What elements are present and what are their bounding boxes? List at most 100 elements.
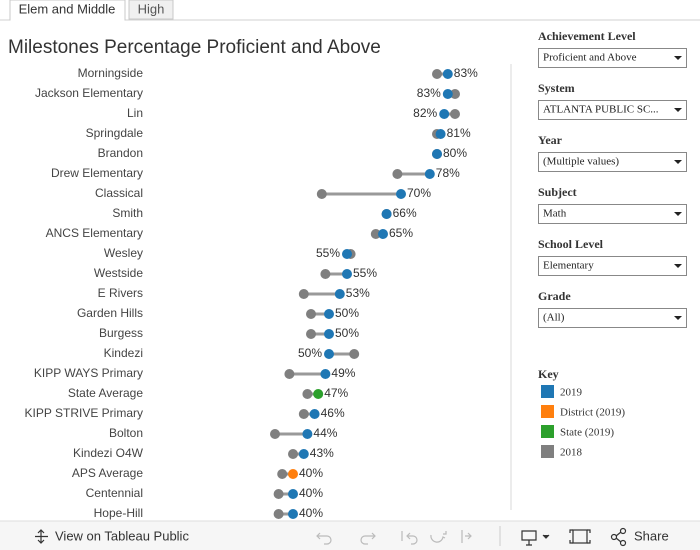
dot: [439, 109, 450, 119]
row-label: Garden Hills: [77, 306, 143, 320]
dot-2018: [450, 89, 460, 99]
filters: Achievement Level Proficient and Above Sys…: [538, 29, 687, 459]
dot-2018: [432, 69, 442, 79]
dropdown[interactable]: [538, 204, 687, 224]
value-label: 82%: [413, 106, 437, 120]
legend-title: Key: [538, 367, 559, 381]
dot-2018: [349, 349, 360, 359]
row-label: State Average: [68, 386, 143, 400]
legend-swatch: [541, 445, 554, 458]
dot-2018: [450, 109, 460, 119]
row-label: Classical: [95, 186, 143, 200]
dot-2018: [273, 489, 284, 499]
toolbar-icons: [35, 527, 627, 547]
legend-swatch: [541, 405, 554, 418]
dropdown-arrow[interactable]: [674, 264, 682, 268]
row-label: Kindezi O4W: [73, 446, 144, 460]
value-label: 80%: [443, 146, 467, 160]
value-label: 83%: [454, 66, 478, 80]
dot: [324, 329, 334, 339]
row-label: Wesley: [104, 246, 143, 260]
dropdown-arrow[interactable]: [674, 108, 682, 112]
dropdown-value[interactable]: (Multiple values): [543, 156, 619, 168]
value-label: 43%: [310, 446, 334, 460]
share-button[interactable]: Share: [634, 528, 669, 543]
filter-label: School Level: [538, 237, 604, 251]
row-label: Centennial: [86, 486, 143, 500]
legend-label: District (2019): [560, 407, 625, 419]
row-label: ANCS Elementary: [46, 226, 143, 240]
dot-2018: [284, 369, 295, 379]
dot: [342, 269, 352, 279]
dot: [288, 469, 298, 479]
dropdown[interactable]: [538, 100, 687, 120]
value-label: 47%: [324, 386, 348, 400]
dropdown[interactable]: [538, 256, 687, 276]
value-label: 44%: [313, 426, 337, 440]
filter-label: Year: [538, 133, 563, 147]
row-label: Brandon: [98, 146, 143, 160]
dot: [320, 369, 331, 379]
row-label: E Rivers: [98, 286, 143, 300]
dot-2018: [320, 269, 331, 279]
dropdown-value[interactable]: Elementary: [543, 260, 594, 272]
value-label: 81%: [447, 126, 471, 140]
value-label: 55%: [353, 266, 377, 280]
dot: [442, 69, 453, 79]
dropdown[interactable]: [538, 152, 687, 172]
row-label: KIPP WAYS Primary: [34, 366, 143, 380]
row-label: Burgess: [99, 326, 143, 340]
row-label: Springdale: [86, 126, 144, 140]
dot: [324, 349, 334, 359]
dot: [396, 189, 406, 199]
row-label: Drew Elementary: [51, 166, 143, 180]
value-label: 49%: [331, 366, 355, 380]
dropdown[interactable]: [538, 308, 687, 328]
value-label: 46%: [321, 406, 345, 420]
tab-label[interactable]: Elem and Middle: [19, 1, 116, 16]
dropdown-value[interactable]: Math: [543, 208, 567, 220]
dot: [334, 289, 345, 299]
dropdown-value[interactable]: ATLANTA PUBLIC SC...: [543, 104, 659, 116]
row-label: APS Average: [72, 466, 143, 480]
toolbar-link[interactable]: View on Tableau Public: [55, 528, 189, 543]
dot-2018: [277, 469, 288, 479]
dot: [381, 209, 392, 219]
legend-swatch: [541, 425, 554, 438]
row-label: Jackson Elementary: [35, 86, 143, 100]
filter-label: System: [538, 81, 575, 95]
value-label: 65%: [389, 226, 413, 240]
dropdown-arrow[interactable]: [674, 56, 682, 60]
legend-swatch: [541, 385, 554, 398]
row-label: Hope-Hill: [94, 506, 143, 520]
dot-2018: [298, 289, 309, 299]
legend-label: 2019: [560, 387, 583, 399]
dot: [302, 429, 313, 439]
dropdown-value[interactable]: (All): [543, 312, 565, 324]
value-label: 50%: [298, 346, 322, 360]
dot-2018: [392, 169, 403, 179]
dot: [288, 489, 298, 499]
dropdown-arrow[interactable]: [674, 160, 682, 164]
filter-label: Grade: [538, 289, 571, 303]
dropdown[interactable]: [538, 48, 687, 68]
dropdown-value[interactable]: Proficient and Above: [543, 52, 637, 64]
value-label: 40%: [299, 486, 323, 500]
tab-label[interactable]: High: [138, 1, 165, 16]
dropdown-arrow[interactable]: [674, 212, 682, 216]
value-label: 66%: [393, 206, 417, 220]
dot: [435, 129, 446, 139]
dot-2018: [302, 389, 313, 399]
value-label: 55%: [316, 246, 340, 260]
value-label: 53%: [346, 286, 370, 300]
dot-2018: [270, 429, 280, 439]
dropdown-arrow[interactable]: [674, 316, 682, 320]
dot-2018: [288, 449, 298, 459]
dot-2018: [306, 329, 316, 339]
dot: [313, 389, 324, 399]
tab[interactable]: [128, 0, 174, 20]
value-label: 83%: [417, 86, 441, 100]
legend-label: 2018: [560, 447, 583, 459]
